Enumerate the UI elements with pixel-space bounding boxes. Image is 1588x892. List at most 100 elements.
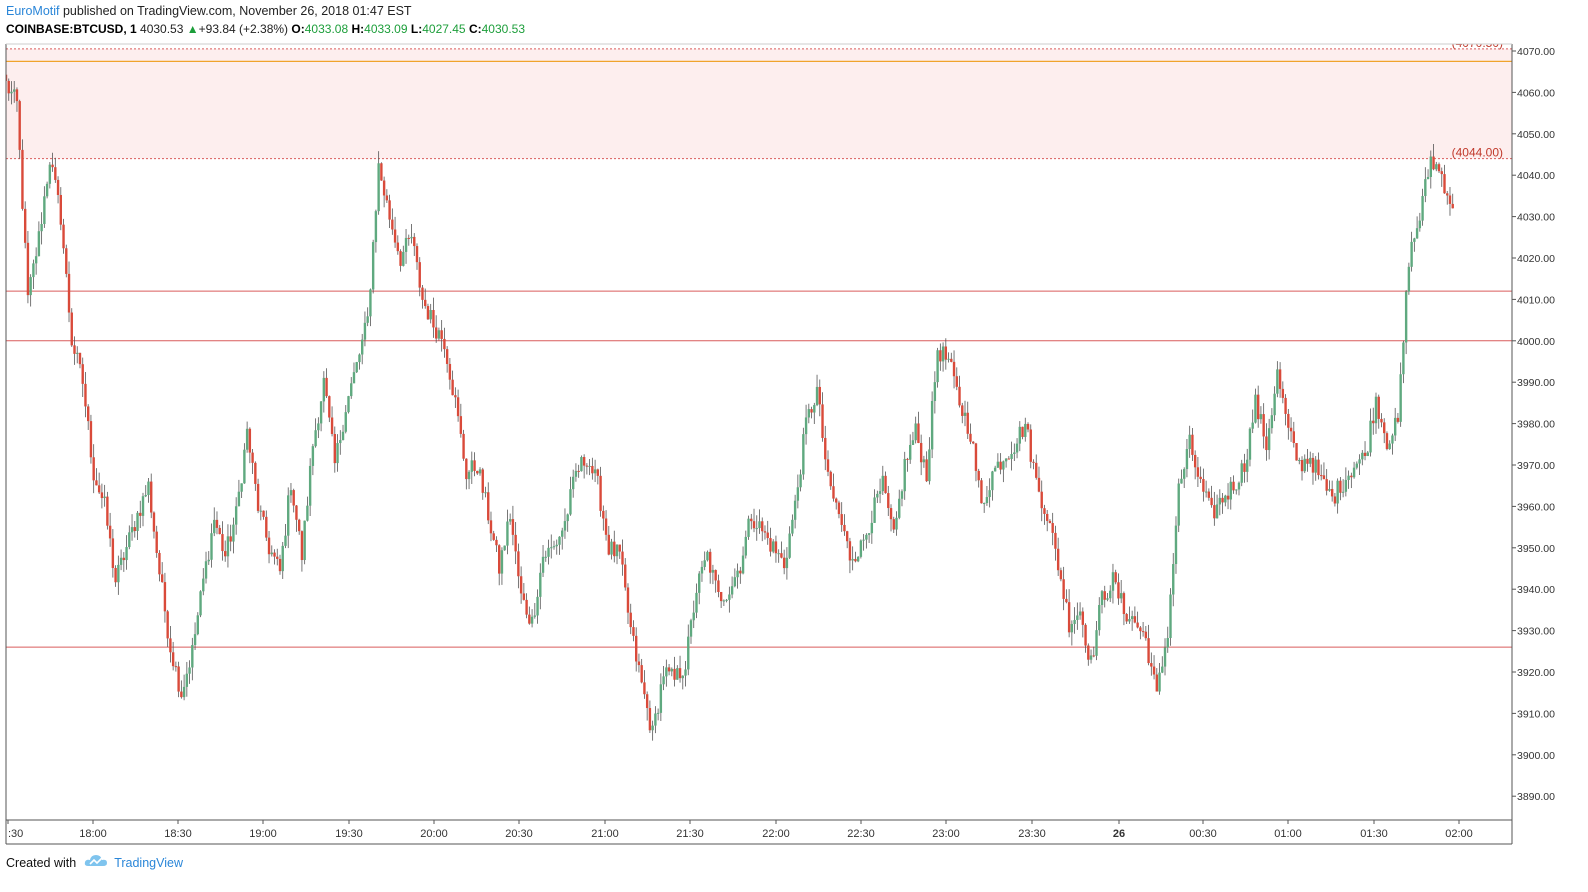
candle-down: [1451, 203, 1454, 209]
price-tick-label: 4040.00: [1517, 170, 1555, 182]
candle-down: [1210, 497, 1213, 506]
candle-down: [1059, 570, 1063, 580]
candle-down: [917, 423, 920, 443]
candle-up: [900, 491, 904, 499]
open-label: O:: [291, 22, 305, 36]
candle-down: [1026, 423, 1030, 430]
candle-down: [519, 576, 523, 594]
candle-up: [558, 536, 561, 545]
candle-up: [128, 532, 131, 548]
candle-down: [15, 89, 19, 102]
candle-down: [629, 612, 632, 628]
candle-up: [1399, 374, 1402, 422]
candle-up: [1391, 435, 1394, 444]
candle-down: [158, 552, 161, 575]
candle-up: [281, 545, 284, 572]
author-link[interactable]: EuroMotif: [6, 4, 60, 18]
candle-up: [1352, 467, 1356, 478]
candle-up: [1158, 672, 1161, 692]
candle-up: [698, 573, 701, 593]
candle-up: [947, 358, 950, 360]
candle-down: [884, 475, 887, 494]
time-tick-label: 22:00: [762, 828, 790, 840]
axes-layer: 3890.00 3900.00 3910.00 3920.00 3930.00 3940.…: [5, 43, 1555, 845]
candle-down: [1448, 195, 1452, 204]
candle-down: [180, 691, 183, 698]
candle-up: [1100, 591, 1104, 605]
candle-down: [7, 80, 10, 94]
candle-up: [1407, 266, 1411, 292]
candle-down: [1147, 638, 1150, 664]
candle-up: [733, 577, 737, 587]
candle-down: [256, 483, 260, 511]
candle-down: [782, 557, 786, 569]
candle-down: [59, 194, 62, 225]
candle-up: [185, 673, 189, 687]
candle-up: [876, 493, 879, 498]
candle-down: [292, 490, 295, 506]
candle-down: [432, 310, 435, 328]
symbol-label[interactable]: COINBASE:BTCUSD, 1: [6, 22, 137, 36]
price-level-label: (4044.00): [1452, 146, 1503, 160]
price-tick-label: 4050.00: [1517, 129, 1555, 141]
candle-down: [1256, 394, 1260, 420]
candle-down: [89, 421, 93, 458]
candle-up: [610, 541, 613, 555]
close-value: 4030.53: [481, 22, 526, 36]
candle-up: [873, 497, 876, 523]
candle-down: [70, 312, 73, 346]
tradingview-brand-link[interactable]: TradingView: [114, 855, 183, 870]
candle-up: [259, 510, 263, 512]
candle-down: [218, 527, 221, 535]
candle-down: [476, 470, 479, 474]
candle-up: [314, 430, 317, 447]
candle-up: [1393, 417, 1397, 436]
candle-down: [1092, 655, 1095, 657]
tradingview-cloud-icon[interactable]: [84, 854, 108, 871]
candle-down: [637, 661, 641, 666]
candle-down: [582, 457, 586, 466]
candle-up: [895, 517, 898, 530]
candle-down: [481, 469, 484, 493]
candle-down: [407, 237, 410, 239]
candle-down: [95, 480, 98, 486]
candle-up: [555, 544, 558, 547]
candle-up: [358, 354, 361, 363]
candle-down: [1084, 624, 1087, 646]
candle-up: [1328, 488, 1331, 491]
candle-down: [380, 163, 383, 181]
candle-up: [287, 495, 290, 536]
candle-down: [1087, 645, 1090, 660]
candle-down: [221, 534, 224, 552]
price-tick-label: 4030.00: [1517, 212, 1555, 224]
time-tick-label: 19:00: [249, 828, 277, 840]
candle-down: [421, 287, 424, 300]
candle-up: [1098, 604, 1101, 631]
price-tick-label: 3910.00: [1517, 708, 1555, 720]
candle-down: [1150, 663, 1153, 667]
candle-up: [1240, 463, 1243, 483]
candle-down: [1046, 513, 1049, 521]
time-tick-label: :30: [8, 828, 23, 840]
low-label: L:: [410, 22, 423, 36]
candle-up: [772, 541, 775, 552]
candle-down: [224, 551, 227, 557]
candle-up: [725, 599, 728, 601]
publish-line: EuroMotif published on TradingView.com, …: [6, 4, 1506, 21]
candle-up: [284, 535, 287, 546]
candle-down: [1383, 422, 1386, 434]
candle-up: [347, 396, 350, 413]
candle-down: [106, 496, 109, 526]
candle-up: [993, 467, 997, 472]
candle-down: [1021, 426, 1024, 437]
candle-up: [741, 555, 745, 574]
candle-up: [119, 557, 123, 565]
candle-down: [295, 505, 298, 520]
candle-up: [922, 459, 926, 463]
candle-up: [410, 236, 413, 239]
candle-down: [1207, 491, 1211, 498]
candle-up: [1015, 443, 1019, 453]
candle-down: [462, 433, 465, 459]
candle-up: [341, 431, 345, 441]
